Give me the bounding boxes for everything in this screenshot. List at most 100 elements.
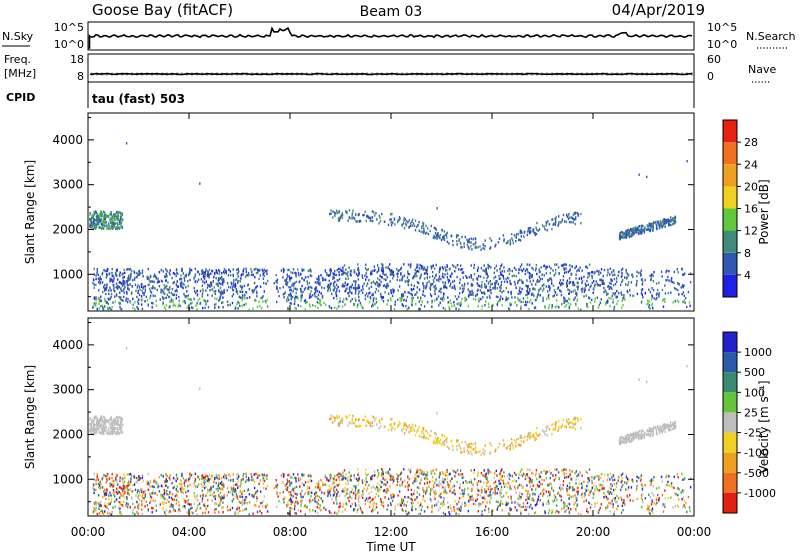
rti-cell <box>257 271 258 273</box>
rti-cell <box>497 492 498 494</box>
rti-cell <box>426 284 427 286</box>
rti-cell <box>537 501 538 503</box>
rti-cell <box>376 298 377 300</box>
rti-cell <box>614 511 615 513</box>
rti-cell <box>642 225 643 227</box>
rti-cell <box>232 507 233 509</box>
rti-cell <box>178 296 179 298</box>
rti-cell <box>183 272 184 274</box>
rti-cell <box>291 507 292 509</box>
rti-cell <box>394 513 395 515</box>
rti-cell <box>307 280 308 282</box>
rti-cell <box>526 290 527 292</box>
rti-cell <box>355 220 356 222</box>
rti-cell <box>536 229 537 231</box>
rti-cell <box>242 291 243 293</box>
rti-cell <box>594 285 595 287</box>
rti-cell <box>300 273 301 275</box>
rti-cell <box>568 213 569 215</box>
rti-cell <box>484 488 485 490</box>
rti-cell <box>295 288 296 290</box>
rti-cell <box>443 501 444 503</box>
rti-cell <box>438 278 439 280</box>
rti-cell <box>368 484 369 486</box>
rti-cell <box>481 497 482 499</box>
rti-cell <box>447 278 448 280</box>
rti-cell <box>236 303 237 305</box>
rti-cell <box>151 302 152 304</box>
rti-cell <box>651 482 652 484</box>
rti-cell <box>460 508 461 510</box>
rti-cell <box>469 481 470 483</box>
rti-cell <box>413 222 414 224</box>
rti-cell <box>575 223 576 225</box>
rti-cell <box>477 290 478 292</box>
rti-cell <box>689 510 690 512</box>
rti-cell <box>620 233 621 235</box>
rti-cell <box>260 479 261 481</box>
rti-cell <box>646 303 647 305</box>
rti-cell <box>533 280 534 282</box>
rti-cell <box>177 485 178 487</box>
rti-cell <box>514 234 515 236</box>
rti-cell <box>119 211 120 213</box>
rti-cell <box>519 484 520 486</box>
rti-cell <box>202 500 203 502</box>
rti-cell <box>378 474 379 476</box>
rti-cell <box>505 483 506 485</box>
rti-cell <box>621 486 622 488</box>
rti-cell <box>179 278 180 280</box>
rti-cell <box>390 280 391 282</box>
rti-cell <box>170 269 171 271</box>
rti-cell <box>133 509 134 511</box>
rti-cell <box>207 284 208 286</box>
rti-cell <box>422 294 423 296</box>
rti-cell <box>215 498 216 500</box>
rti-cell <box>183 492 184 494</box>
rti-cell <box>682 301 683 303</box>
rti-cell <box>384 221 385 223</box>
rti-cell <box>536 298 537 300</box>
rti-cell <box>397 221 398 223</box>
rti-cell <box>571 273 572 275</box>
rti-cell <box>173 487 174 489</box>
rti-cell <box>444 239 445 241</box>
rti-cell <box>530 227 531 229</box>
rti-cell <box>531 294 532 296</box>
rti-cell <box>220 294 221 296</box>
rti-cell <box>588 289 589 291</box>
rti-cell <box>132 503 133 505</box>
rti-cell <box>620 284 621 286</box>
rti-cell <box>538 494 539 496</box>
rti-cell <box>527 285 528 287</box>
rti-cell <box>451 305 452 307</box>
rti-cell <box>502 270 503 272</box>
rti-cell <box>207 275 208 277</box>
freq-strip-frame <box>88 54 694 82</box>
rti-cell <box>662 226 663 228</box>
rti-cell <box>551 228 552 230</box>
rti-cell <box>550 472 551 474</box>
rti-cell <box>222 283 223 285</box>
rti-cell <box>567 285 568 287</box>
rti-cell <box>244 294 245 296</box>
rti-cell <box>92 214 93 216</box>
rti-cell <box>460 268 461 270</box>
rti-cell <box>456 240 457 242</box>
rti-cell <box>521 232 522 234</box>
rti-cell <box>574 218 575 220</box>
rti-cell <box>210 478 211 480</box>
rti-cell <box>605 303 606 305</box>
rti-cell <box>100 296 101 298</box>
rti-cell <box>301 268 302 270</box>
rti-cell <box>540 483 541 485</box>
rti-cell <box>376 486 377 488</box>
rti-cell <box>505 278 506 280</box>
rti-cell <box>172 301 173 303</box>
rti-cell <box>299 280 300 282</box>
rti-cell <box>321 491 322 493</box>
rti-cell <box>421 470 422 472</box>
rti-cell <box>454 493 455 495</box>
rti-cell <box>174 478 175 480</box>
rti-cell <box>355 297 356 299</box>
